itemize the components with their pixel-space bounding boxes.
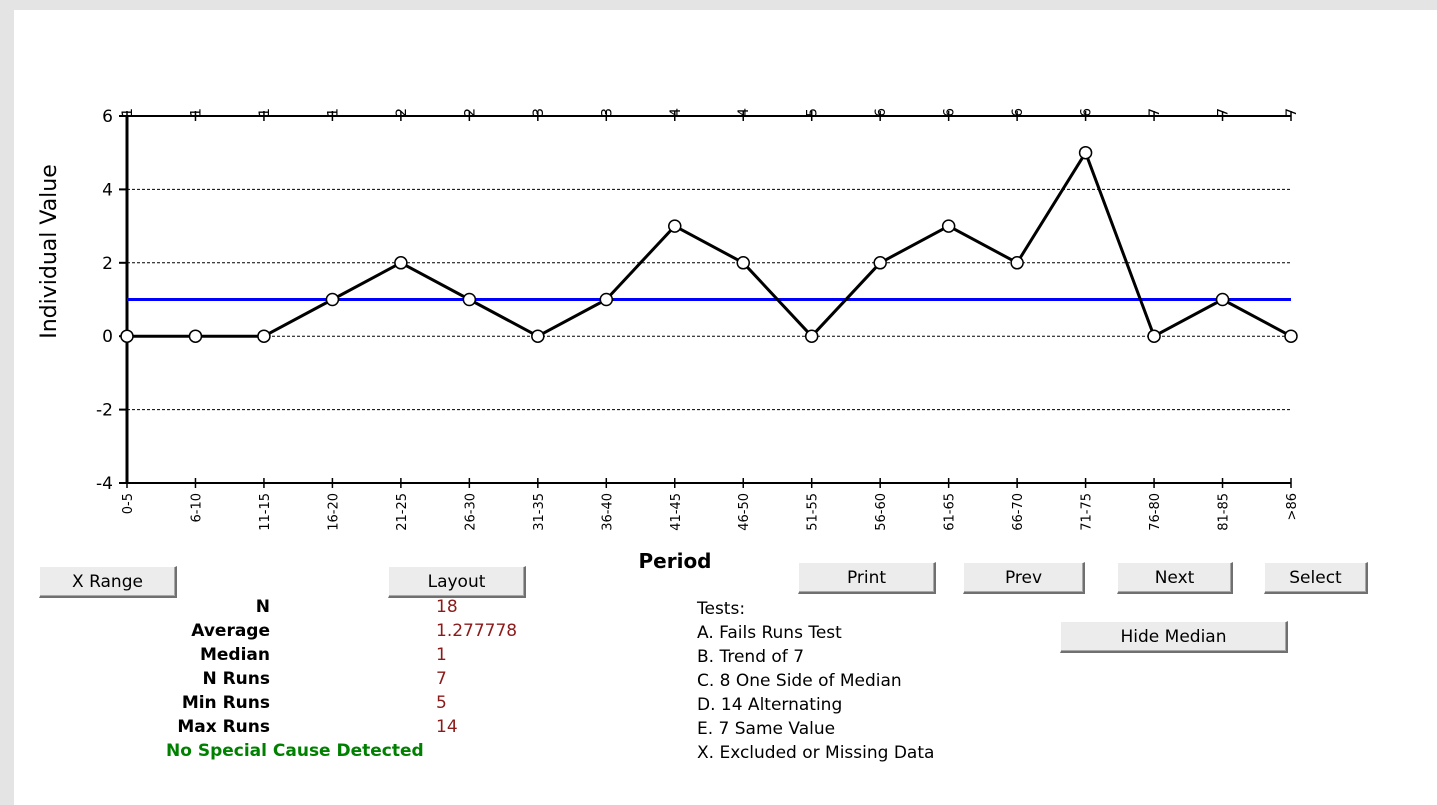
test-item-x: X. Excluded or Missing Data [697, 743, 935, 763]
x-tick-label: 6-10 [189, 493, 204, 523]
run-number-label: 7 [1216, 108, 1232, 117]
data-point [1215, 292, 1230, 307]
stat-label-max-runs: Max Runs [177, 717, 270, 737]
run-number-label: 6 [1010, 108, 1026, 117]
data-point [325, 292, 340, 307]
x-tick-label: 61-65 [943, 493, 958, 531]
test-item-b: B. Trend of 7 [697, 647, 805, 667]
data-point [804, 329, 819, 343]
x-tick-label: 41-45 [669, 493, 684, 531]
x-tick-label: 66-70 [1011, 493, 1026, 531]
stat-value-n: 18 [436, 597, 458, 617]
stat-label-n: N [255, 597, 270, 617]
data-point [1284, 329, 1298, 343]
test-item-d: D. 14 Alternating [697, 695, 843, 715]
x-axis-title: Period [639, 549, 712, 573]
x-tick-label: 71-75 [1080, 493, 1095, 531]
run-number-label: 6 [873, 108, 889, 117]
y-tick-label: 4 [102, 180, 113, 200]
x-tick-label: 56-60 [874, 493, 889, 531]
data-point [1010, 256, 1024, 270]
x-tick-label: 46-50 [737, 493, 752, 531]
x-tick-label: 76-80 [1148, 493, 1163, 531]
prev-button[interactable]: Prev [963, 562, 1085, 594]
x-tick-label: 21-25 [395, 493, 410, 531]
series-line [127, 151, 1292, 338]
run-number-label: 1 [257, 108, 273, 117]
data-point [1078, 145, 1093, 160]
x-tick-label: >86 [1285, 493, 1300, 520]
y-tick-label: -4 [96, 474, 113, 494]
next-button[interactable]: Next [1117, 562, 1233, 594]
y-tick-label: 0 [102, 327, 113, 347]
run-number-label: 6 [942, 108, 958, 117]
x-tick-label: 31-35 [532, 493, 547, 531]
stat-label-median: Median [199, 645, 270, 665]
y-tick-label: 6 [102, 107, 113, 127]
run-chart: 6 4 2 0 -2 -4 Individual Value 1 0-5 1 6-10 1 11-15 1… [37, 107, 1300, 573]
y-axis-title: Individual Value [37, 164, 62, 339]
print-button[interactable]: Print [798, 562, 936, 594]
hide-median-button[interactable]: Hide Median [1060, 621, 1288, 653]
data-point [668, 219, 682, 233]
data-point [462, 292, 477, 307]
y-tick-label: 2 [102, 254, 113, 274]
run-number-label: 1 [120, 108, 136, 117]
run-number-label: 2 [394, 108, 410, 117]
data-point [736, 256, 750, 270]
x-tick-label: 51-55 [806, 493, 821, 531]
run-number-label: 6 [1079, 108, 1095, 117]
test-item-a: A. Fails Runs Test [697, 623, 842, 643]
x-range-button[interactable]: X Range [39, 566, 177, 598]
stat-label-min-runs: Min Runs [181, 693, 270, 713]
data-point [257, 329, 271, 343]
stat-value-max-runs: 14 [436, 717, 458, 737]
y-tick-label: -2 [96, 401, 113, 421]
select-button[interactable]: Select [1264, 562, 1368, 594]
data-point [873, 256, 887, 270]
run-number-label: 4 [736, 108, 752, 117]
x-tick-label: 26-30 [463, 493, 478, 531]
test-item-c: C. 8 One Side of Median [697, 671, 902, 691]
run-number-label: 2 [462, 108, 478, 117]
run-number-label: 3 [531, 108, 547, 117]
stat-value-n-runs: 7 [436, 669, 447, 689]
stat-value-average: 1.277778 [436, 621, 518, 641]
x-tick-label: 0-5 [121, 493, 136, 514]
run-number-label: 7 [1147, 108, 1163, 117]
data-point [531, 329, 545, 343]
run-number-label: 1 [325, 108, 341, 117]
run-number-label: 3 [599, 108, 615, 117]
stat-value-median: 1 [436, 645, 447, 665]
data-point [188, 329, 203, 343]
run-number-label: 1 [188, 108, 204, 117]
x-tick-label: 36-40 [600, 493, 615, 531]
run-number-label: 5 [805, 108, 821, 117]
run-number-label: 7 [1284, 108, 1300, 117]
stat-value-min-runs: 5 [436, 693, 447, 713]
data-point [120, 329, 134, 343]
data-point [1147, 329, 1161, 343]
data-point [941, 219, 956, 233]
x-tick-label: 11-15 [258, 493, 273, 531]
data-point [394, 256, 408, 270]
x-tick-label: 16-20 [326, 493, 341, 531]
run-number-label: 4 [668, 108, 684, 117]
stat-label-n-runs: N Runs [202, 669, 270, 689]
chart-panel: 6 4 2 0 -2 -4 Individual Value 1 0-5 1 6-10 1 11-15 1… [14, 10, 1437, 805]
layout-button[interactable]: Layout [388, 566, 526, 598]
tests-heading: Tests: [697, 599, 746, 619]
x-tick-label: 81-85 [1217, 493, 1232, 531]
test-item-e: E. 7 Same Value [697, 719, 836, 739]
conclusion-text: No Special Cause Detected [166, 741, 424, 761]
data-point [599, 292, 614, 307]
stat-label-average: Average [191, 621, 270, 641]
